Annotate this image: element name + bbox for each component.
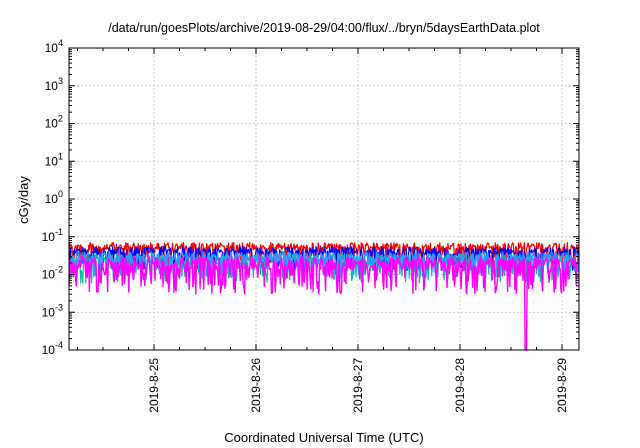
y-tick-label: 103 — [45, 76, 63, 93]
x-tick-label: 2019-8-26 — [249, 358, 263, 413]
y-tick-label: 10-2 — [42, 265, 63, 282]
series-line — [68, 255, 580, 351]
x-tick-label: 2019-8-28 — [453, 358, 467, 413]
series-line — [68, 246, 580, 272]
y-tick-label: 10-3 — [42, 302, 63, 319]
y-tick-label: 102 — [45, 114, 63, 131]
y-axis-title: cGy/day — [16, 176, 31, 224]
x-tick-label: 2019-8-27 — [351, 358, 365, 413]
y-tick-label: 10-1 — [42, 227, 63, 244]
tick-layer — [69, 47, 579, 351]
series-layer — [68, 242, 580, 351]
y-tick-label: 101 — [45, 151, 63, 168]
chart-title: /data/run/goesPlots/archive/2019-08-29/0… — [108, 21, 540, 35]
y-tick-label: 100 — [45, 189, 63, 206]
x-tick-label: 2019-8-25 — [147, 358, 161, 413]
x-tick-label: 2019-8-29 — [555, 358, 569, 413]
x-axis-title: Coordinated Universal Time (UTC) — [224, 430, 423, 445]
y-tick-label: 10-4 — [42, 340, 63, 357]
y-tick-label: 104 — [45, 38, 63, 55]
label-layer: 10-4 10-3 10-2 10-1 100 101 102 103 104 2019-8-25… — [42, 38, 569, 413]
grid-layer — [69, 48, 579, 350]
